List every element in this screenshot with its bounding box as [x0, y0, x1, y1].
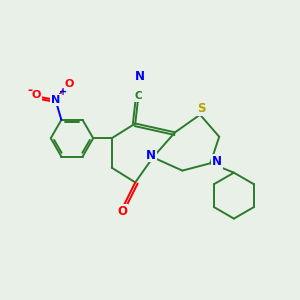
Text: N: N	[135, 70, 145, 83]
Text: O: O	[117, 205, 127, 218]
Text: N: N	[146, 148, 156, 161]
Text: S: S	[197, 102, 206, 115]
Text: -: -	[27, 84, 32, 97]
Text: N: N	[51, 95, 60, 105]
Text: N: N	[212, 155, 222, 168]
Text: +: +	[59, 87, 67, 97]
Text: O: O	[64, 79, 74, 88]
Text: C: C	[134, 91, 142, 101]
Text: O: O	[32, 90, 41, 100]
